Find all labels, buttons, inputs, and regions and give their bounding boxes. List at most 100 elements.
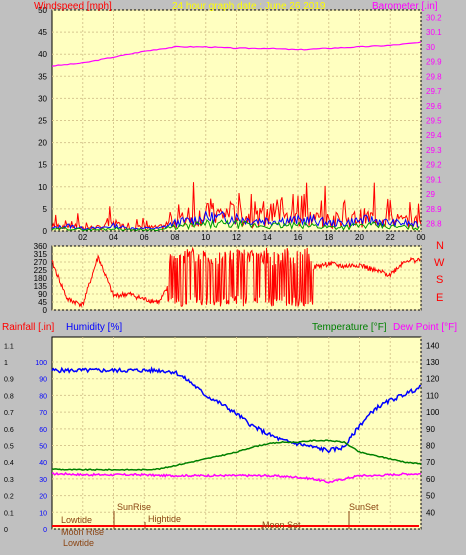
- wind-y-tick: 35: [38, 72, 47, 81]
- direction-y-tick: 90: [38, 290, 47, 299]
- rain-y-tick: 0.6: [4, 427, 14, 434]
- chart-title: 24 hour graph date : June 26 2019: [172, 1, 326, 12]
- x-tick: 06: [140, 233, 149, 242]
- humidity-series: [51, 366, 422, 484]
- baro-y-tick: 29.5: [426, 117, 442, 126]
- rain-y-tick: 0.9: [4, 377, 14, 384]
- temp-y-tick: 40: [426, 508, 435, 517]
- temp-y-tick: 130: [426, 358, 440, 367]
- baro-y-tick: 29.3: [426, 146, 442, 155]
- wind-axis-ticks: 0 5 10 15 20 25 30 35 40 45 50 28.8 28.9 29 29.1 29.2 29…: [38, 6, 442, 242]
- rain-y-tick: 0.7: [4, 410, 14, 417]
- baro-y-tick: 29.6: [426, 102, 442, 111]
- temp-y-tick: 90: [426, 425, 435, 434]
- wind-direction-line: [51, 246, 421, 308]
- wind-y-tick: 30: [38, 94, 47, 103]
- humidity-label: Humidity [%]: [66, 322, 122, 333]
- humidity-y-tick: 100: [35, 360, 47, 367]
- x-tick: 08: [171, 233, 180, 242]
- sunrise-label: SunRise: [117, 502, 151, 512]
- direction-y-tick: 315: [34, 250, 48, 259]
- moonset-label: Moon Set: [262, 520, 301, 530]
- humidity-line: [51, 366, 422, 454]
- temp-y-tick: 70: [426, 458, 435, 467]
- rain-y-tick: 0.5: [4, 444, 14, 451]
- baro-y-tick: 29: [426, 190, 435, 199]
- humidity-axis-ticks: 0 0.1 0.2 0.3 0.4 0.5 0.6 0.7 0.8 0.9 1 1.1 0 10 20 30 4…: [4, 341, 440, 534]
- temp-y-tick: 110: [426, 391, 439, 400]
- rain-y-tick: 0: [4, 527, 8, 534]
- sunset-label: SunSet: [349, 502, 379, 512]
- barometer-label: Barometer [.in]: [372, 1, 438, 12]
- temperature-line: [51, 439, 422, 472]
- dewpoint-line: [52, 471, 422, 484]
- x-tick: 10: [201, 233, 210, 242]
- moonrise-label: Moon Rise: [61, 527, 104, 537]
- humidity-y-tick: 80: [39, 393, 47, 400]
- lowtide-label: Lowtide: [61, 515, 92, 525]
- humidity-y-tick: 0: [43, 527, 47, 534]
- direction-y-tick: 45: [38, 298, 47, 307]
- x-tick: 02: [78, 233, 87, 242]
- baro-y-tick: 29.2: [426, 161, 442, 170]
- rain-y-tick: 0.2: [4, 494, 14, 501]
- x-tick: 00: [417, 233, 426, 242]
- rain-y-tick: 0.4: [4, 460, 14, 467]
- humidity-y-tick: 30: [39, 477, 47, 484]
- temperature-label: Temperature [°F]: [312, 322, 387, 333]
- rain-y-tick: 1: [4, 360, 8, 367]
- humidity-y-tick: 10: [39, 510, 47, 517]
- hightide-label: Hightide: [148, 514, 181, 524]
- humidity-y-tick: 70: [39, 410, 47, 417]
- wind-average-line: [51, 218, 420, 232]
- direction-y-tick: 225: [34, 266, 48, 275]
- baro-y-tick: 28.9: [426, 205, 442, 214]
- compass-s: S: [436, 274, 443, 286]
- baro-y-tick: 30: [426, 43, 435, 52]
- wind-gust-line: [51, 210, 420, 231]
- wind-y-tick: 50: [38, 6, 47, 15]
- wind-y-tick: 45: [38, 28, 47, 37]
- baro-y-tick: 30.1: [426, 28, 442, 37]
- baro-y-tick: 29.4: [426, 131, 442, 140]
- rainfall-label: Rainfall [.in]: [2, 322, 54, 333]
- baro-y-tick: 30.2: [426, 13, 442, 22]
- wind-y-tick: 0: [43, 227, 48, 236]
- x-tick: 04: [109, 233, 118, 242]
- rain-y-tick: 0.8: [4, 393, 14, 400]
- temp-y-tick: 60: [426, 475, 435, 484]
- direction-y-tick: 135: [34, 282, 48, 291]
- baro-y-tick: 29.1: [426, 175, 442, 184]
- direction-y-tick: 270: [34, 258, 48, 267]
- humidity-y-tick: 40: [39, 460, 47, 467]
- wind-y-tick: 40: [38, 50, 47, 59]
- humidity-y-tick: 50: [39, 444, 47, 451]
- x-tick: 20: [355, 233, 364, 242]
- dewpoint-label: Dew Point [°F]: [393, 322, 457, 333]
- rain-y-tick: 1.1: [4, 343, 14, 350]
- humidity-y-tick: 60: [39, 427, 47, 434]
- temp-y-tick: 140: [426, 341, 440, 350]
- direction-y-tick: 360: [34, 242, 48, 251]
- wind-y-tick: 20: [38, 139, 47, 148]
- lowtide2-label: Lowtide: [63, 538, 94, 548]
- compass-e: E: [436, 292, 443, 304]
- rain-y-tick: 0.1: [4, 510, 14, 517]
- wind-series: [51, 41, 422, 232]
- baro-y-tick: 29.8: [426, 72, 442, 81]
- direction-series: [51, 246, 421, 308]
- baro-y-tick: 29.9: [426, 58, 442, 67]
- event-markers: Lowtide SunRise Hightide Moon Set SunSet…: [52, 502, 419, 548]
- x-tick: 22: [386, 233, 395, 242]
- rain-y-tick: 0.3: [4, 477, 14, 484]
- x-tick: 14: [263, 233, 272, 242]
- direction-y-tick: 180: [34, 274, 48, 283]
- x-tick: 12: [232, 233, 241, 242]
- baro-y-tick: 29.7: [426, 87, 442, 96]
- windspeed-line: [51, 182, 422, 232]
- x-tick: 16: [294, 233, 303, 242]
- direction-y-tick: 0: [43, 306, 48, 315]
